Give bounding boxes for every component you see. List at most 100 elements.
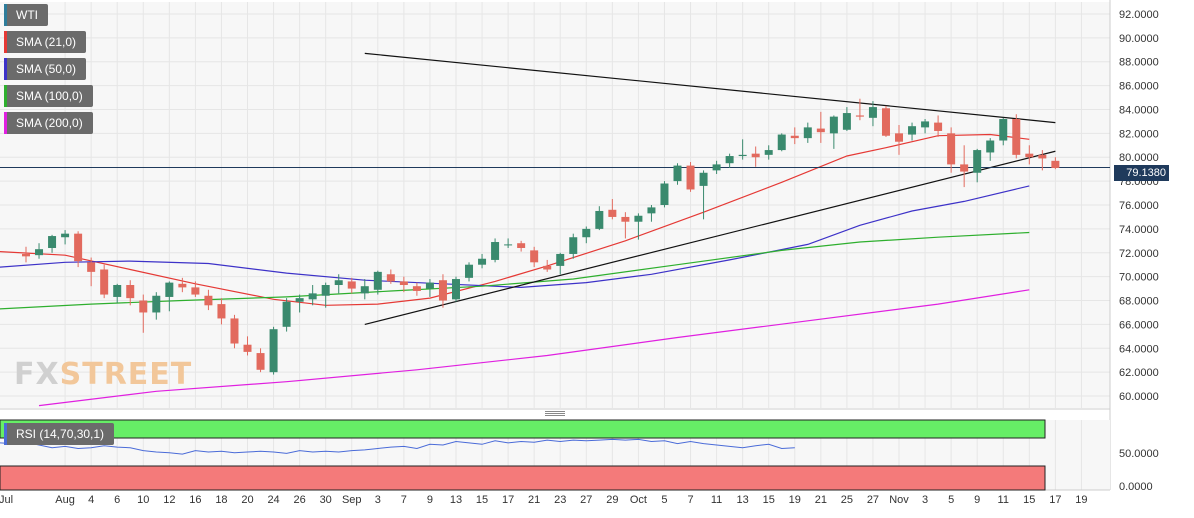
- candle-body: [451, 279, 460, 300]
- candle-body: [491, 242, 500, 260]
- x-tick-label: 11: [711, 494, 722, 506]
- candle: [87, 257, 96, 287]
- candle-body: [282, 301, 291, 327]
- candle: [139, 294, 148, 333]
- x-tick-label: 17: [1049, 494, 1061, 506]
- legend-item-1[interactable]: SMA (21,0): [4, 31, 87, 53]
- x-tick-label: Oct: [630, 494, 647, 506]
- watermark-street: STREET: [59, 357, 193, 392]
- candle: [243, 336, 252, 356]
- candle: [751, 146, 760, 167]
- candle-body: [126, 285, 135, 299]
- candle-body: [48, 236, 57, 248]
- legend-label: WTI: [16, 8, 38, 22]
- candle-body: [295, 298, 304, 302]
- rsi-pane: 50.0000 0.0000: [0, 419, 1159, 493]
- candle: [712, 160, 721, 174]
- x-tick-label: 26: [294, 494, 306, 506]
- candle: [842, 107, 851, 131]
- legend-item-4[interactable]: SMA (200,0): [4, 112, 93, 134]
- candle-body: [100, 269, 109, 295]
- candle-body: [465, 264, 474, 278]
- legend-label: SMA (200,0): [16, 116, 83, 130]
- legend-item-0[interactable]: WTI: [4, 4, 48, 26]
- candle-body: [373, 271, 382, 290]
- candle-body: [712, 164, 721, 171]
- candle: [725, 153, 734, 168]
- candle: [569, 233, 578, 259]
- pane-resize-handle[interactable]: [545, 411, 565, 417]
- candle-body: [999, 119, 1008, 141]
- candle: [777, 133, 786, 152]
- candle-body: [751, 153, 760, 158]
- candle: [347, 277, 356, 294]
- y-tick-label: 84.0000: [1119, 104, 1159, 116]
- x-tick-label: 4: [88, 494, 94, 506]
- candle: [465, 262, 474, 282]
- candle-body: [386, 274, 395, 282]
- candle-body: [165, 282, 174, 297]
- rsi-y-tick-label: 50.0000: [1119, 448, 1159, 460]
- candle: [582, 226, 591, 244]
- rsi-legend-label[interactable]: RSI (14,70,30,1): [4, 423, 115, 445]
- x-tick-label: 27: [867, 494, 879, 506]
- candle: [934, 115, 943, 137]
- candle-body: [87, 262, 96, 272]
- candle-body: [673, 165, 682, 182]
- legend-swatch: [4, 112, 7, 134]
- x-tick-label: 19: [789, 494, 801, 506]
- candle: [308, 285, 317, 306]
- candle: [517, 240, 526, 252]
- x-tick-label: 3: [375, 494, 381, 506]
- legend-item-3[interactable]: SMA (100,0): [4, 85, 93, 107]
- candle: [74, 231, 83, 268]
- candle: [425, 279, 434, 297]
- candle-body: [816, 128, 825, 133]
- candle-body: [582, 228, 591, 238]
- candle-body: [308, 293, 317, 300]
- x-tick-label: 6: [114, 494, 120, 506]
- rsi-overbought-band: [0, 419, 1046, 439]
- y-tick-label: 62.0000: [1119, 367, 1159, 379]
- price-pane: 92.0000 90.0000 88.0000 86.0000 84.0000 82.00…: [0, 0, 1159, 490]
- y-tick-label: 72.0000: [1119, 248, 1159, 260]
- candle: [608, 199, 617, 220]
- candle: [321, 282, 330, 308]
- x-tick-label: 21: [815, 494, 827, 506]
- candle: [399, 276, 408, 293]
- candle-body: [152, 295, 161, 313]
- y-tick-label: 92.0000: [1119, 9, 1159, 21]
- candle: [1012, 114, 1021, 159]
- x-tick-label: 11: [998, 494, 1009, 506]
- rsi-line: [0, 438, 795, 455]
- candle: [178, 277, 187, 293]
- candle-body: [256, 353, 265, 370]
- x-tick-label: Aug: [55, 494, 75, 506]
- x-tick-label: Sep: [342, 494, 362, 506]
- candle: [165, 281, 174, 312]
- x-tick-label: 17: [502, 494, 514, 506]
- x-tick-label: 13: [737, 494, 749, 506]
- candle: [204, 289, 213, 311]
- candle-body: [1051, 160, 1060, 168]
- legend: WTI SMA (21,0) SMA (50,0) SMA (100,0) SMA (2…: [4, 4, 93, 139]
- candle-body: [1025, 153, 1034, 158]
- legend-item-2[interactable]: SMA (50,0): [4, 58, 87, 80]
- candle-body: [243, 344, 252, 352]
- candle-body: [686, 165, 695, 190]
- x-tick-label: 5: [948, 494, 954, 506]
- y-tick-label: 76.0000: [1119, 200, 1159, 212]
- x-tick-label: 9: [974, 494, 980, 506]
- x-tick-label: 30: [320, 494, 332, 506]
- candle: [295, 294, 304, 313]
- candle-body: [1012, 119, 1021, 155]
- x-tick-label: 23: [554, 494, 566, 506]
- candle: [504, 238, 513, 248]
- y-tick-label: 66.0000: [1119, 319, 1159, 331]
- candle-body: [934, 122, 943, 131]
- candle: [947, 127, 956, 173]
- y-tick-label: 88.0000: [1119, 57, 1159, 69]
- candle: [1038, 150, 1047, 171]
